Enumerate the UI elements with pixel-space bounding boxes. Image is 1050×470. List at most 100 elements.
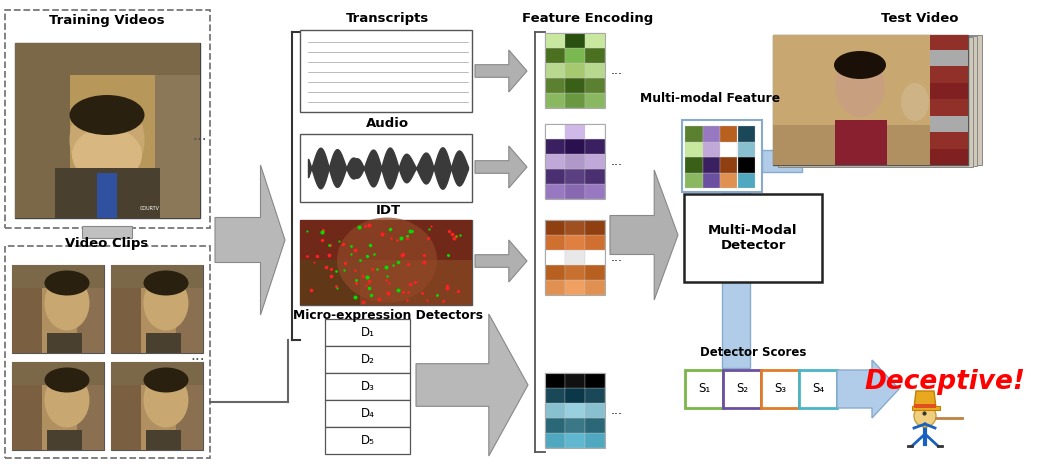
Ellipse shape <box>835 53 885 118</box>
Bar <box>545 169 565 184</box>
Bar <box>930 50 968 66</box>
Bar <box>702 141 720 157</box>
Ellipse shape <box>901 83 929 121</box>
Ellipse shape <box>44 368 89 392</box>
Bar <box>565 184 585 199</box>
Text: IDT: IDT <box>376 204 400 217</box>
Bar <box>565 93 585 108</box>
Bar <box>585 250 605 265</box>
Bar <box>545 63 565 78</box>
Bar <box>545 154 565 169</box>
Text: D₃: D₃ <box>360 380 375 393</box>
Ellipse shape <box>144 275 189 330</box>
Bar <box>111 362 203 385</box>
Bar <box>930 149 968 165</box>
Bar <box>737 141 755 157</box>
Polygon shape <box>610 170 678 300</box>
Text: ...: ... <box>611 251 623 264</box>
Ellipse shape <box>44 275 89 330</box>
Bar <box>300 220 472 305</box>
Bar <box>722 122 750 194</box>
Bar <box>12 265 104 288</box>
Polygon shape <box>416 314 528 456</box>
Bar <box>565 169 585 184</box>
Bar <box>585 418 605 433</box>
Bar <box>146 430 181 450</box>
Bar <box>300 134 472 202</box>
Bar <box>155 43 200 218</box>
Bar <box>737 172 755 188</box>
Bar <box>111 362 203 450</box>
Bar <box>722 282 750 368</box>
Bar <box>565 235 585 250</box>
Bar <box>15 43 70 218</box>
Bar <box>685 370 723 408</box>
Text: S₂: S₂ <box>736 383 748 395</box>
Bar <box>565 265 585 280</box>
Bar <box>835 120 887 165</box>
Text: D₄: D₄ <box>360 407 375 420</box>
Text: S₃: S₃ <box>774 383 786 395</box>
Ellipse shape <box>72 127 142 182</box>
Bar <box>146 333 181 353</box>
Bar <box>82 226 132 238</box>
Bar <box>5 246 210 458</box>
Bar <box>545 124 605 199</box>
Bar <box>326 319 410 346</box>
Text: ...: ... <box>611 155 623 168</box>
Ellipse shape <box>44 271 89 296</box>
Bar <box>565 139 585 154</box>
Bar <box>545 184 565 199</box>
Bar <box>585 265 605 280</box>
Bar <box>12 265 104 353</box>
Bar <box>545 280 565 295</box>
Bar <box>585 433 605 448</box>
Ellipse shape <box>69 95 145 185</box>
Bar <box>545 433 565 448</box>
Bar <box>685 172 702 188</box>
Bar <box>720 126 737 141</box>
Ellipse shape <box>834 51 886 79</box>
Bar <box>720 157 737 172</box>
Bar <box>55 168 160 218</box>
Bar <box>565 154 585 169</box>
Bar <box>685 141 702 157</box>
Bar <box>773 125 968 165</box>
Text: Training Videos: Training Videos <box>49 14 165 26</box>
Bar <box>545 403 565 418</box>
Bar <box>565 48 585 63</box>
Text: Micro-expression Detectors: Micro-expression Detectors <box>293 308 483 321</box>
Bar <box>773 35 968 165</box>
Bar <box>545 373 605 448</box>
Bar <box>685 157 702 172</box>
Bar <box>545 220 605 295</box>
Ellipse shape <box>144 368 189 392</box>
Bar <box>545 265 565 280</box>
Bar <box>176 362 203 450</box>
Text: Feature Encoding: Feature Encoding <box>523 11 653 24</box>
Polygon shape <box>914 391 936 408</box>
Text: COURTV: COURTV <box>140 205 160 211</box>
Bar <box>930 35 968 165</box>
Bar <box>545 373 565 388</box>
Bar <box>12 362 104 450</box>
Bar <box>682 120 762 192</box>
Polygon shape <box>475 240 527 282</box>
Bar <box>565 280 585 295</box>
Bar <box>176 265 203 353</box>
Bar <box>565 403 585 418</box>
Bar <box>111 265 141 353</box>
Bar <box>300 220 472 305</box>
Bar <box>15 43 199 218</box>
Bar <box>585 93 605 108</box>
Bar <box>702 126 720 141</box>
Text: Transcripts: Transcripts <box>346 11 429 24</box>
Bar <box>761 370 799 408</box>
Text: Detector Scores: Detector Scores <box>700 345 806 359</box>
Text: Deceptive!: Deceptive! <box>864 369 1026 395</box>
Ellipse shape <box>144 373 189 428</box>
Bar <box>684 194 822 282</box>
Text: Video Clips: Video Clips <box>65 236 149 250</box>
Text: Audio: Audio <box>366 117 410 130</box>
Bar <box>545 33 605 108</box>
